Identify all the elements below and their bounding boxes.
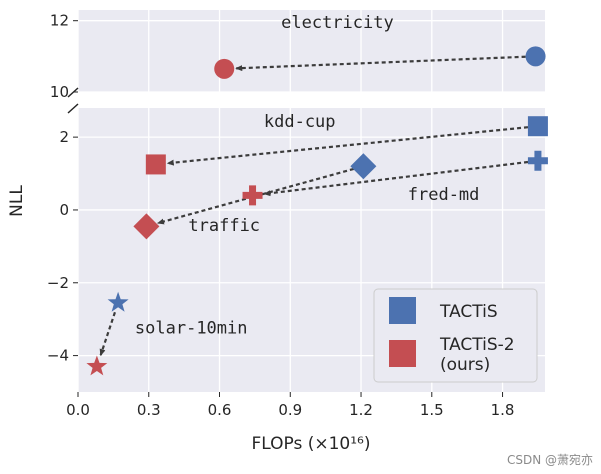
y-tick-label: −4 bbox=[47, 347, 69, 365]
top-panel-background bbox=[78, 10, 545, 92]
arrow-solar-10min bbox=[99, 311, 116, 357]
legend-label-line: (ours) bbox=[440, 355, 490, 375]
marker-tactis-2-kdd-cup bbox=[145, 154, 166, 175]
y-tick-label: 12 bbox=[50, 12, 69, 30]
annotation-traffic: traffic bbox=[188, 216, 260, 236]
marker-tactis-fred-md bbox=[527, 150, 548, 171]
arrow-electricity bbox=[235, 55, 526, 72]
y-axis-label: NLL bbox=[7, 185, 27, 217]
marker-tactis-traffic bbox=[350, 153, 377, 180]
legend-label-tactis-2: TACTiS-2 (ours) bbox=[439, 335, 515, 375]
marker-tactis-2-fred-md bbox=[242, 185, 263, 206]
marker-tactis-2-solar-10min bbox=[86, 355, 108, 376]
x-tick-label: 0.0 bbox=[66, 401, 90, 419]
marker-tactis-2-electricity bbox=[214, 58, 235, 79]
arrow-fred-md bbox=[263, 160, 529, 197]
legend-label-line: TACTiS bbox=[439, 302, 498, 322]
annotation-fred-md: fred-md bbox=[408, 185, 480, 205]
annotation-electricity: electricity bbox=[281, 13, 394, 33]
marker-tactis-kdd-cup bbox=[527, 116, 548, 137]
legend-label-line: TACTiS-2 bbox=[439, 335, 515, 355]
y-tick-label: 0 bbox=[59, 201, 69, 219]
legend-marker-tactis-2 bbox=[389, 340, 416, 367]
marker-tactis-electricity bbox=[525, 46, 546, 67]
x-axis-label: FLOPs (×10¹⁶) bbox=[251, 434, 370, 454]
annotation-solar-10min: solar-10min bbox=[135, 319, 248, 339]
x-tick-label: 1.2 bbox=[349, 401, 373, 419]
marker-tactis-2-traffic bbox=[133, 213, 160, 240]
axis-break-marks bbox=[67, 87, 79, 114]
x-tick-label: 1.8 bbox=[491, 401, 515, 419]
marker-tactis-solar-10min bbox=[107, 291, 129, 312]
legend-label-tactis: TACTiS bbox=[439, 302, 498, 322]
watermark: CSDN @萧宛亦 bbox=[507, 452, 593, 467]
annotation-kdd-cup: kdd-cup bbox=[264, 112, 336, 132]
x-tick-label: 0.9 bbox=[278, 401, 302, 419]
x-tick-label: 0.6 bbox=[208, 401, 232, 419]
arrow-kdd-cup bbox=[166, 126, 529, 166]
legend: TACTiS TACTiS-2 (ours) bbox=[373, 288, 538, 383]
x-tick-label: 1.5 bbox=[420, 401, 444, 419]
x-tick-label: 0.3 bbox=[137, 401, 161, 419]
y-tick-label: 2 bbox=[59, 128, 69, 146]
legend-marker-tactis bbox=[389, 297, 416, 324]
y-tick-label: −2 bbox=[47, 274, 69, 292]
y-tick-label: 10 bbox=[50, 83, 69, 101]
